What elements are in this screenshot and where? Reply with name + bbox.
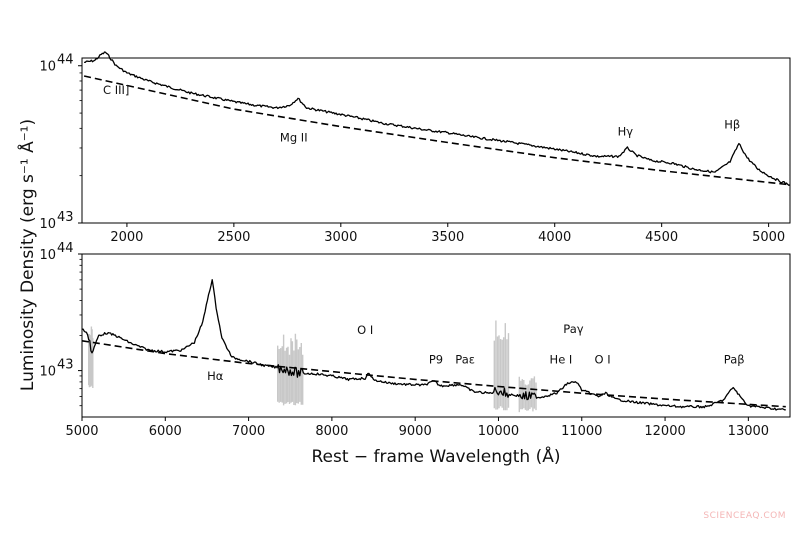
line-annotation: Mg II bbox=[280, 130, 308, 144]
y-tick-label: 10 bbox=[39, 217, 56, 232]
line-annotation: Paβ bbox=[724, 353, 745, 367]
x-tick-label: 5000 bbox=[752, 230, 785, 245]
error-band bbox=[88, 326, 94, 388]
x-tick-label: 3000 bbox=[324, 230, 357, 245]
x-tick-label: 9000 bbox=[399, 424, 432, 439]
y-tick-exponent: 43 bbox=[57, 210, 74, 225]
continuum-fit-line bbox=[81, 340, 786, 408]
x-tick-label: 5000 bbox=[65, 424, 98, 439]
x-tick-label: 3500 bbox=[431, 230, 464, 245]
line-annotation: Hα bbox=[207, 369, 224, 383]
y-tick-label: 10 bbox=[39, 365, 56, 380]
y-tick-label: 10 bbox=[39, 60, 56, 75]
line-annotation: Paε bbox=[455, 353, 475, 367]
line-annotation: He I bbox=[550, 353, 573, 367]
line-annotation: O I bbox=[357, 323, 373, 337]
line-annotation: Paγ bbox=[563, 322, 583, 336]
continuum-fit-line bbox=[83, 75, 791, 186]
x-tick-label: 10000 bbox=[478, 424, 519, 439]
bottom-panel: 5000 6000 7000 8000 9000 10000 11000 12000 13000… bbox=[39, 241, 791, 439]
x-tick-label: 4500 bbox=[645, 230, 678, 245]
x-tick-label: 2000 bbox=[110, 230, 143, 245]
y-tick-label: 10 bbox=[39, 248, 56, 263]
spectrum-line bbox=[81, 279, 786, 411]
line-annotation: Hγ bbox=[618, 125, 634, 139]
y-tick-exponent: 43 bbox=[57, 358, 74, 373]
line-annotation: O I bbox=[595, 353, 611, 367]
x-tick-label: 11000 bbox=[561, 424, 602, 439]
x-tick-label: 7000 bbox=[232, 424, 265, 439]
y-tick-exponent: 44 bbox=[57, 241, 74, 256]
x-tick-label: 13000 bbox=[728, 424, 769, 439]
x-tick-label: 2500 bbox=[217, 230, 250, 245]
watermark: SCIENCEAQ.COM bbox=[703, 511, 786, 521]
line-annotation: P9 bbox=[429, 353, 443, 367]
y-axis-label: Luminosity Density (erg s⁻¹ Å⁻¹) bbox=[16, 119, 38, 391]
x-tick-label: 4000 bbox=[538, 230, 571, 245]
line-annotation: Hβ bbox=[724, 117, 740, 131]
line-annotation: C III] bbox=[103, 83, 129, 97]
plot-frame bbox=[81, 57, 791, 224]
x-tick-label: 8000 bbox=[315, 424, 348, 439]
plot-frame bbox=[81, 253, 791, 418]
x-tick-label: 12000 bbox=[644, 424, 685, 439]
y-tick-exponent: 44 bbox=[57, 53, 74, 68]
spectrum-line bbox=[84, 51, 791, 186]
x-axis-label: Rest − frame Wavelength (Å) bbox=[311, 445, 560, 467]
x-tick-label: 6000 bbox=[149, 424, 182, 439]
error-band bbox=[493, 320, 510, 411]
